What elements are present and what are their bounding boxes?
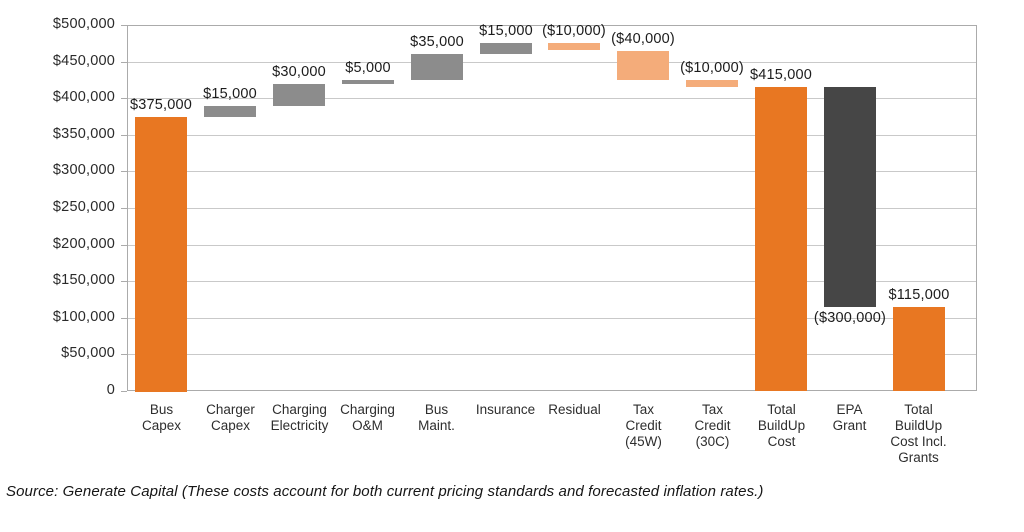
bar bbox=[617, 51, 669, 80]
gridline bbox=[127, 281, 977, 282]
y-tick-label: $200,000 bbox=[52, 236, 115, 252]
x-category-label: EPA Grant bbox=[832, 402, 867, 433]
y-tick-label: $300,000 bbox=[52, 162, 115, 178]
x-category-label: Charging O&M bbox=[340, 402, 395, 433]
bar-value-label: $35,000 bbox=[410, 34, 464, 50]
bar-value-label: ($10,000) bbox=[680, 60, 744, 76]
bar-value-label: $375,000 bbox=[129, 97, 193, 113]
bar bbox=[135, 117, 187, 392]
x-category-label: Total BuildUp Cost Incl. Grants bbox=[890, 402, 947, 465]
x-category-label: Total BuildUp Cost bbox=[757, 402, 806, 449]
gridline bbox=[127, 318, 977, 319]
x-category-label: Bus Capex bbox=[141, 402, 182, 433]
bar-value-label: $5,000 bbox=[345, 60, 391, 76]
gridline bbox=[127, 208, 977, 209]
x-category-label: Tax Credit (30C) bbox=[694, 402, 731, 449]
bar bbox=[686, 80, 738, 87]
y-tick-label: $350,000 bbox=[52, 126, 115, 142]
gridline bbox=[127, 245, 977, 246]
y-tick-label: 0 bbox=[106, 382, 115, 398]
y-tick-label: $50,000 bbox=[61, 345, 115, 361]
y-axis-tick bbox=[121, 391, 127, 392]
bar bbox=[480, 43, 532, 54]
y-tick-label: $150,000 bbox=[52, 272, 115, 288]
x-category-label: Bus Maint. bbox=[418, 402, 455, 433]
bar bbox=[893, 307, 945, 391]
bar-value-label: $15,000 bbox=[203, 86, 257, 102]
y-axis-tick bbox=[121, 62, 127, 63]
plot-border bbox=[127, 25, 977, 391]
bar-value-label: $30,000 bbox=[272, 64, 326, 80]
y-axis-tick bbox=[121, 135, 127, 136]
source-note: Source: Generate Capital (These costs ac… bbox=[6, 483, 764, 500]
x-category-label: Residual bbox=[548, 402, 601, 417]
y-axis-tick bbox=[121, 318, 127, 319]
y-axis-tick bbox=[121, 245, 127, 246]
bar-value-label: $415,000 bbox=[749, 67, 813, 83]
y-tick-label: $100,000 bbox=[52, 309, 115, 325]
gridline bbox=[127, 171, 977, 172]
y-axis-tick bbox=[121, 354, 127, 355]
x-category-label: Tax Credit (45W) bbox=[625, 402, 662, 449]
bar bbox=[342, 80, 394, 84]
bar bbox=[204, 106, 256, 117]
y-axis-tick bbox=[121, 171, 127, 172]
bar bbox=[411, 54, 463, 80]
bar-value-label: ($40,000) bbox=[611, 31, 675, 47]
x-category-label: Insurance bbox=[475, 402, 536, 417]
bar bbox=[548, 43, 600, 50]
bar-value-label: ($300,000) bbox=[813, 310, 887, 326]
y-axis-tick bbox=[121, 25, 127, 26]
y-tick-label: $400,000 bbox=[52, 89, 115, 105]
y-tick-label: $500,000 bbox=[52, 16, 115, 32]
y-axis-tick bbox=[121, 98, 127, 99]
y-axis-tick bbox=[121, 281, 127, 282]
gridline bbox=[127, 354, 977, 355]
y-tick-label: $450,000 bbox=[52, 53, 115, 69]
gridline bbox=[127, 62, 977, 63]
y-axis-tick bbox=[121, 208, 127, 209]
x-category-label: Charging Electricity bbox=[270, 402, 329, 433]
bar-value-label: ($10,000) bbox=[542, 23, 606, 39]
bar-value-label: $115,000 bbox=[888, 287, 950, 303]
y-tick-label: $250,000 bbox=[52, 199, 115, 215]
gridline bbox=[127, 98, 977, 99]
bar bbox=[273, 84, 325, 106]
gridline bbox=[127, 135, 977, 136]
bar-value-label: $15,000 bbox=[479, 23, 533, 39]
bar bbox=[824, 87, 876, 307]
x-category-label: Charger Capex bbox=[206, 402, 255, 433]
bar bbox=[755, 87, 807, 391]
